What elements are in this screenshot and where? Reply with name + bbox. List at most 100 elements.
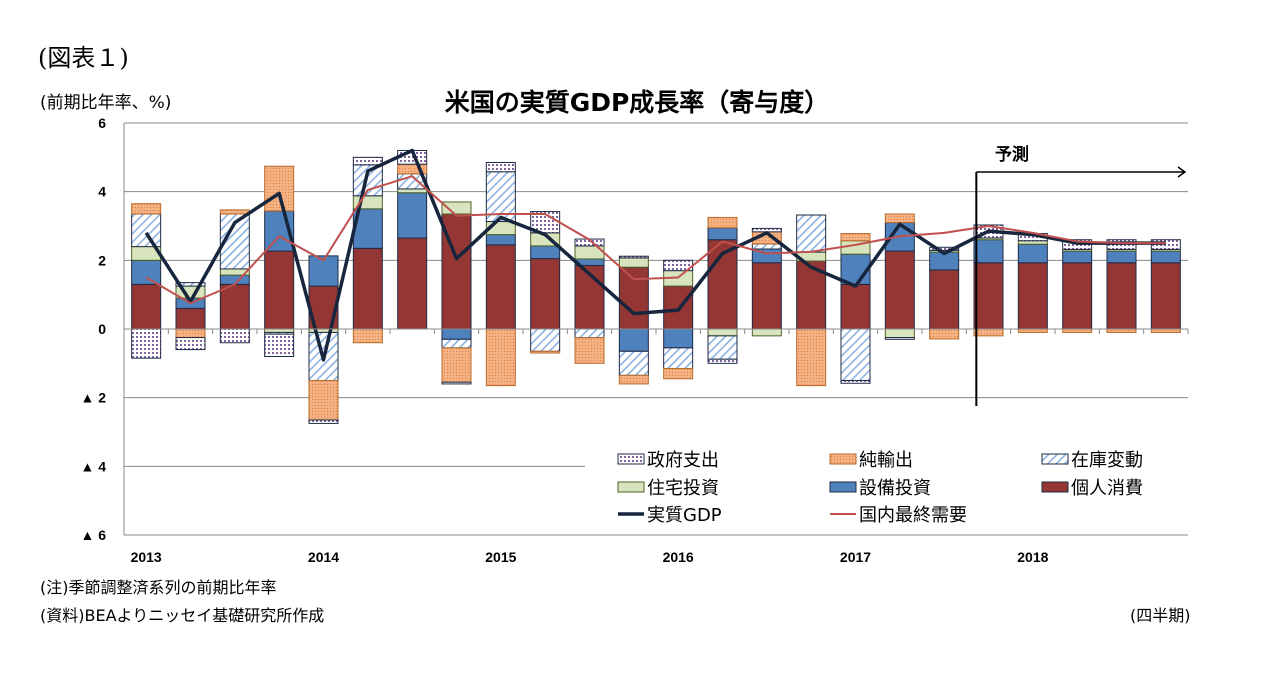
forecast-label: 予測: [995, 144, 1029, 165]
bar-equipment: [397, 192, 428, 239]
y-tick-label: 4: [98, 184, 106, 200]
bar-consumption: [1062, 262, 1093, 330]
gridlines: [124, 122, 1188, 536]
bar-net_exports: [663, 367, 694, 380]
axes: 6 4 2 0 ▲ 2 ▲ 4 ▲ 6 2013 2014 2015 2016 2017 2018: [80, 115, 1189, 565]
bar-consumption: [1150, 262, 1181, 330]
bar-equipment: [1150, 250, 1181, 264]
bar-net_exports: [707, 216, 738, 229]
bar-residential: [397, 188, 428, 194]
x-tick-label: 2013: [131, 549, 162, 565]
bar-consumption: [485, 244, 516, 330]
bar-inventory: [574, 328, 605, 339]
x-tick-label: 2015: [485, 549, 516, 565]
bar-equipment: [441, 328, 472, 340]
bar-consumption: [751, 262, 782, 330]
bar-consumption: [663, 285, 694, 330]
bar-government: [175, 337, 206, 351]
legend-swatch-consumption: [1041, 481, 1069, 493]
bar-consumption: [618, 266, 649, 330]
bar-government: [308, 419, 339, 424]
legend-label: 純輸出: [859, 450, 913, 471]
bar-residential: [1017, 240, 1048, 245]
bar-government: [707, 358, 738, 364]
bar-government: [618, 255, 649, 259]
legend-label: 在庫変動: [1071, 450, 1143, 471]
x-tick-label: 2018: [1017, 549, 1048, 565]
x-tick-label: 2017: [840, 549, 871, 565]
bar-consumption: [219, 283, 250, 330]
bar-net_exports: [175, 328, 206, 339]
bar-inventory: [707, 335, 738, 360]
bar-consumption: [973, 262, 1004, 330]
legend-label: 住宅投資: [647, 478, 719, 499]
footnote: (注)季節調整済系列の前期比年率: [40, 578, 277, 597]
line-gdp: [144, 148, 1166, 362]
legend-label: 個人消費: [1071, 478, 1143, 499]
bar-inventory: [441, 338, 472, 349]
y-axis-unit-label: (前期比年率、%): [40, 93, 172, 113]
bar-equipment: [1017, 243, 1048, 264]
legend-label: 国内最終需要: [859, 505, 967, 526]
bar-consumption: [929, 269, 960, 330]
bar-government: [441, 381, 472, 385]
bar-net_exports: [352, 328, 383, 344]
period-label: (四半期): [1130, 606, 1191, 625]
bar-residential: [618, 257, 649, 268]
bar-residential: [264, 328, 295, 333]
bar-consumption: [264, 250, 295, 330]
bar-government: [929, 246, 960, 251]
bar-net_exports: [264, 165, 295, 212]
bar-net_exports: [840, 233, 871, 242]
bar-government: [884, 337, 915, 340]
bar-net_exports: [973, 328, 1004, 337]
bar-net_exports: [441, 347, 472, 383]
bar-residential: [707, 328, 738, 337]
bar-inventory: [131, 213, 162, 248]
line-domestic_final_demand: [145, 175, 1166, 305]
bar-consumption: [840, 283, 871, 330]
bar-net_exports: [1062, 328, 1093, 333]
bar-residential: [884, 328, 915, 339]
legend-background: [586, 446, 1186, 528]
bar-net_exports: [574, 337, 605, 364]
bar-government: [264, 333, 295, 357]
legend-swatch-residential: [617, 481, 645, 493]
bar-equipment: [707, 227, 738, 241]
bar-net_exports: [929, 328, 960, 340]
bar-net_exports: [884, 213, 915, 224]
x-tick-label: 2014: [308, 549, 339, 565]
bar-consumption: [1017, 262, 1048, 330]
bar-consumption: [131, 283, 162, 330]
y-tick-label: ▲ 4: [80, 458, 106, 474]
bar-inventory: [840, 328, 871, 381]
y-tick-label: ▲ 2: [80, 390, 106, 406]
bar-net_exports: [485, 328, 516, 387]
legend-swatch-government: [617, 453, 645, 465]
y-tick-label: 6: [98, 115, 106, 131]
bar-inventory: [751, 243, 782, 250]
bar-net_exports: [308, 380, 339, 421]
legend-swatch-inventory: [1041, 453, 1069, 465]
y-tick-label: 2: [98, 252, 106, 268]
bar-consumption: [884, 250, 915, 330]
forecast-annotation: 予測: [975, 144, 1187, 406]
chart-title: 米国の実質GDP成長率（寄与度）: [444, 88, 830, 117]
bar-government: [219, 328, 250, 344]
bar-consumption: [397, 237, 428, 330]
bar-government: [840, 380, 871, 384]
bar-equipment: [973, 239, 1004, 264]
bar-residential: [441, 201, 472, 215]
bar-consumption: [352, 247, 383, 330]
bar-net_exports: [219, 209, 250, 215]
figure-label: (図表１): [38, 44, 129, 72]
bar-inventory: [663, 347, 694, 369]
legend-swatch-equipment: [829, 481, 857, 493]
bar-consumption: [1106, 262, 1137, 330]
y-tick-label: 0: [98, 321, 106, 337]
bar-consumption: [530, 258, 561, 330]
bar-inventory: [796, 214, 827, 253]
bar-equipment: [530, 245, 561, 260]
